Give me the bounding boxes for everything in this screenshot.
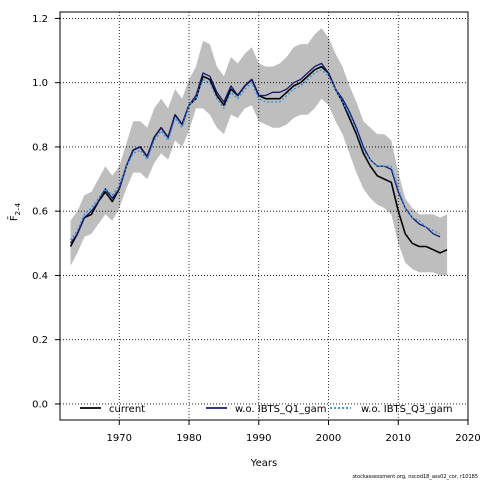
confidence-band	[70, 28, 448, 276]
x-tick-label: 2020	[455, 433, 480, 444]
confidence-band-layer	[70, 28, 448, 276]
x-axis-title: Years	[250, 458, 277, 469]
y-tick-label: 0.8	[32, 142, 48, 153]
legend: current w.o. IBTS_Q1_gam w.o. IBTS_Q3_gam	[80, 404, 452, 415]
y-axis-title-main: F̄	[7, 215, 20, 221]
y-axis-title: F̄2–4	[7, 202, 22, 221]
legend-label-2: w.o. IBTS_Q3_gam	[361, 404, 452, 415]
plot-frame	[59, 11, 469, 421]
x-tick-label: 1970	[107, 433, 132, 444]
x-tick-label: 1980	[176, 433, 201, 444]
y-tick-label: 0.6	[32, 207, 48, 218]
x-tick-label: 2000	[316, 433, 341, 444]
legend-label-0: current	[109, 404, 145, 415]
y-tick-label: 0.0	[32, 399, 48, 410]
y-tick-label: 1.2	[32, 14, 48, 25]
footnote: stockassessment.org, nscod18_ass02_cor, …	[352, 474, 478, 480]
series-line-2	[69, 69, 441, 241]
y-axis-title-subscript: 2–4	[14, 202, 22, 215]
x-tick-label: 1990	[246, 433, 271, 444]
series-line-1	[69, 62, 441, 244]
svg-text:F̄2–4: F̄2–4	[7, 202, 22, 221]
grid-layer	[60, 12, 468, 420]
y-tick-label: 1.0	[32, 78, 48, 89]
axis-layer: 1970 1980 1990 2000 2010 2020 0.0 0.2 0.4 0.6 0.8 1…	[32, 14, 480, 444]
legend-label-1: w.o. IBTS_Q1_gam	[235, 404, 326, 415]
y-tick-label: 0.4	[32, 271, 48, 282]
series-layer	[69, 62, 448, 254]
x-tick-label: 2010	[386, 433, 411, 444]
y-tick-label: 0.2	[32, 335, 48, 346]
